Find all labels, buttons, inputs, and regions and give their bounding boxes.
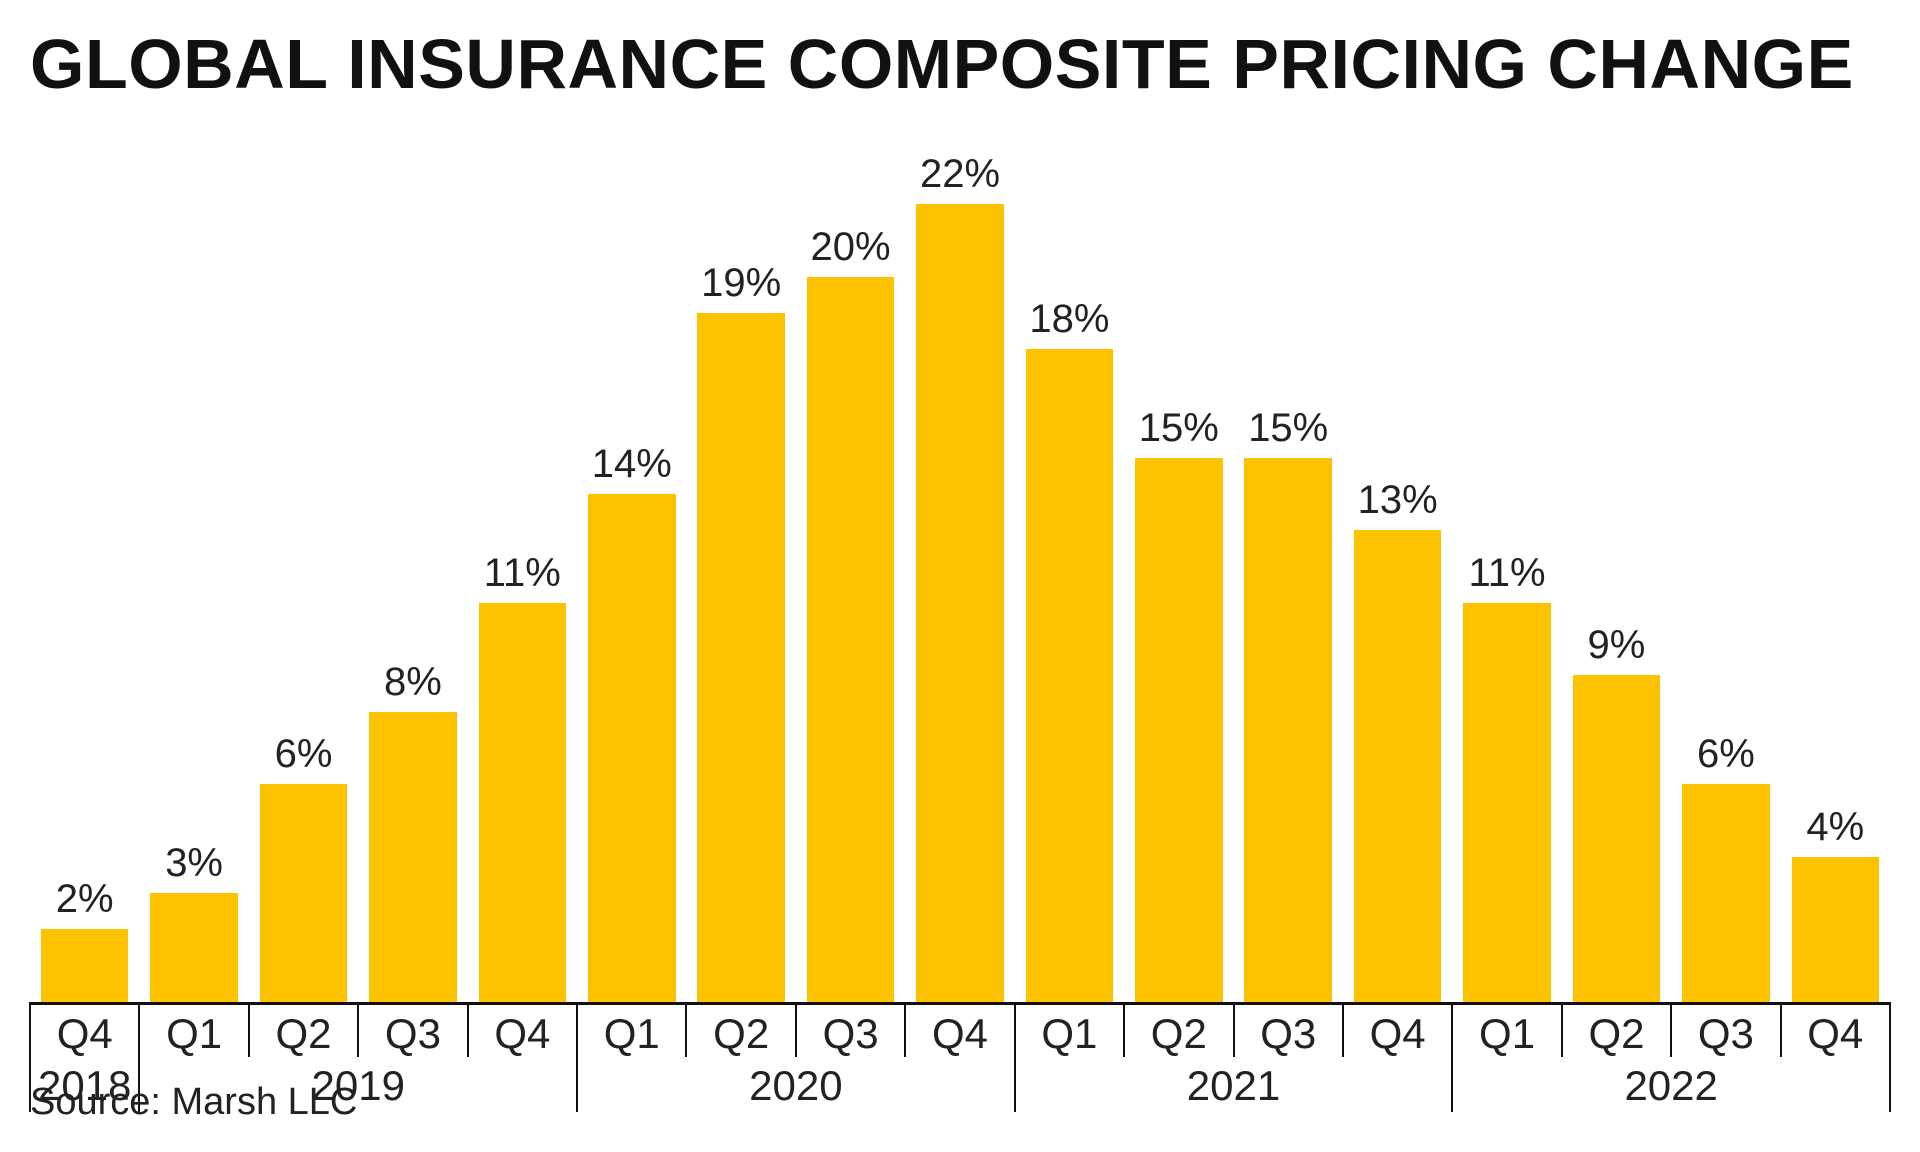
x-quarter-label: Q2 [686, 1010, 795, 1058]
bar: 9% [1573, 675, 1661, 1001]
x-tick-minor [467, 1002, 469, 1057]
bar: 20% [807, 277, 895, 1002]
plot-area: 2%Q43%Q16%Q28%Q311%Q414%Q119%Q220%Q322%Q… [30, 132, 1890, 1005]
bar-value-label: 14% [588, 442, 676, 487]
x-tick-minor [1342, 1002, 1344, 1057]
bar: 8% [369, 712, 457, 1002]
bar-value-label: 15% [1244, 406, 1332, 451]
bar-value-label: 11% [1463, 551, 1551, 596]
bar-value-label: 3% [150, 841, 238, 886]
bar-value-label: 15% [1135, 406, 1223, 451]
x-quarter-label: Q1 [139, 1010, 248, 1058]
source-text: Source: Marsh LLC [30, 1081, 357, 1124]
bar: 22% [916, 204, 1004, 1002]
x-quarter-label: Q2 [1562, 1010, 1671, 1058]
bar: 14% [588, 494, 676, 1002]
bar-value-label: 18% [1026, 297, 1114, 342]
bar: 18% [1026, 349, 1114, 1002]
x-quarter-label: Q4 [1343, 1010, 1452, 1058]
x-quarter-label: Q2 [1124, 1010, 1233, 1058]
x-quarter-label: Q3 [796, 1010, 905, 1058]
x-quarter-label: Q4 [30, 1010, 139, 1058]
bar-value-label: 6% [260, 732, 348, 777]
bar-value-label: 4% [1792, 805, 1880, 850]
bar: 15% [1135, 458, 1223, 1002]
x-quarter-label: Q4 [1781, 1010, 1890, 1058]
x-tick-minor [795, 1002, 797, 1057]
bar: 13% [1354, 530, 1442, 1001]
bar: 3% [150, 893, 238, 1002]
x-year-label: 2022 [1452, 1062, 1890, 1110]
chart-container: GLOBAL INSURANCE COMPOSITE PRICING CHANG… [0, 0, 1920, 1152]
x-tick-minor [1780, 1002, 1782, 1057]
x-tick-minor [1233, 1002, 1235, 1057]
chart-title: GLOBAL INSURANCE COMPOSITE PRICING CHANG… [30, 28, 1890, 102]
bar-value-label: 6% [1682, 732, 1770, 777]
x-quarter-label: Q3 [1234, 1010, 1343, 1058]
x-year-label: 2021 [1015, 1062, 1453, 1110]
x-quarter-label: Q3 [1671, 1010, 1780, 1058]
x-quarter-label: Q2 [249, 1010, 358, 1058]
x-quarter-label: Q1 [577, 1010, 686, 1058]
bar-value-label: 20% [807, 225, 895, 270]
x-tick-minor [357, 1002, 359, 1057]
bar: 2% [41, 929, 129, 1002]
x-year-label: 2020 [577, 1062, 1015, 1110]
bar-value-label: 9% [1573, 623, 1661, 668]
bar-value-label: 19% [697, 261, 785, 306]
bar: 19% [697, 313, 785, 1002]
x-tick-minor [248, 1002, 250, 1057]
bar-value-label: 8% [369, 660, 457, 705]
bar: 6% [260, 784, 348, 1002]
bar: 15% [1244, 458, 1332, 1002]
x-tick-minor [1561, 1002, 1563, 1057]
bar: 6% [1682, 784, 1770, 1002]
x-quarter-label: Q4 [905, 1010, 1014, 1058]
x-quarter-label: Q1 [1452, 1010, 1561, 1058]
bar-value-label: 2% [41, 877, 129, 922]
bar: 11% [479, 603, 567, 1002]
bar-value-label: 11% [479, 551, 567, 596]
x-quarter-label: Q4 [468, 1010, 577, 1058]
x-quarter-label: Q1 [1015, 1010, 1124, 1058]
x-tick-minor [1670, 1002, 1672, 1057]
x-quarter-label: Q3 [358, 1010, 467, 1058]
bar-value-label: 22% [916, 152, 1004, 197]
bar: 11% [1463, 603, 1551, 1002]
bar-value-label: 13% [1354, 478, 1442, 523]
x-tick-minor [1123, 1002, 1125, 1057]
x-tick-minor [685, 1002, 687, 1057]
x-tick-minor [904, 1002, 906, 1057]
bar: 4% [1792, 857, 1880, 1002]
